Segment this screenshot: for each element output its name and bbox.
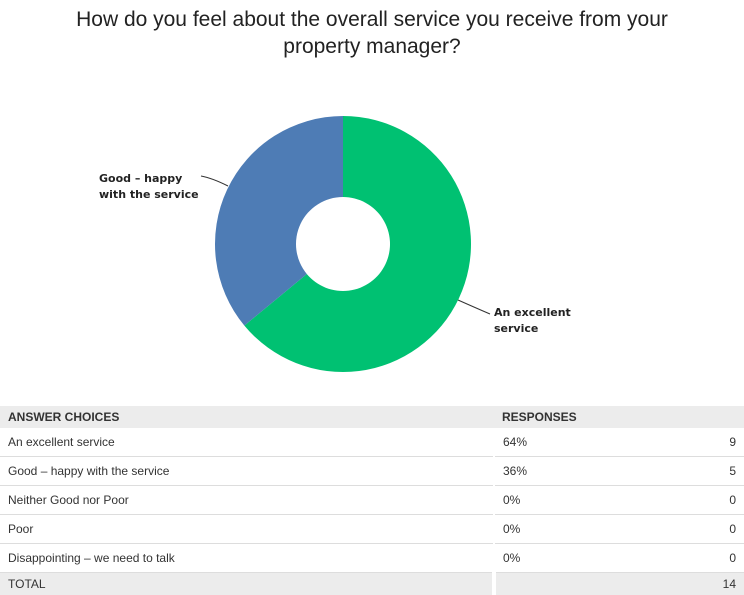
count-cell: 0: [683, 486, 744, 515]
table-row: Disappointing – we need to talk 0% 0: [0, 544, 744, 573]
percent-cell: 0%: [494, 515, 683, 544]
percent-cell: 64%: [494, 428, 683, 457]
percent-cell: 0%: [494, 544, 683, 573]
header-count: [683, 406, 744, 428]
choice-cell: Poor: [0, 515, 494, 544]
choice-cell: Good – happy with the service: [0, 457, 494, 486]
count-cell: 9: [683, 428, 744, 457]
slice-label-good: Good – happy with the service: [99, 171, 209, 203]
choice-cell: Neither Good nor Poor: [0, 486, 494, 515]
percent-cell: 0%: [494, 486, 683, 515]
count-cell: 0: [683, 515, 744, 544]
header-answer-choices: ANSWER CHOICES: [0, 406, 494, 428]
choice-cell: Disappointing – we need to talk: [0, 544, 494, 573]
table-row: Neither Good nor Poor 0% 0: [0, 486, 744, 515]
leader-line-excellent: [458, 300, 490, 314]
table-row: Good – happy with the service 36% 5: [0, 457, 744, 486]
results-table: ANSWER CHOICES RESPONSES An excellent se…: [0, 406, 744, 595]
table-row: Poor 0% 0: [0, 515, 744, 544]
choice-cell: An excellent service: [0, 428, 494, 457]
count-cell: 5: [683, 457, 744, 486]
percent-cell: 36%: [494, 457, 683, 486]
header-responses: RESPONSES: [494, 406, 683, 428]
count-cell: 0: [683, 544, 744, 573]
slice-label-excellent: An excellent service: [494, 305, 604, 337]
table-row: An excellent service 64% 9: [0, 428, 744, 457]
table-header-row: ANSWER CHOICES RESPONSES: [0, 406, 744, 428]
